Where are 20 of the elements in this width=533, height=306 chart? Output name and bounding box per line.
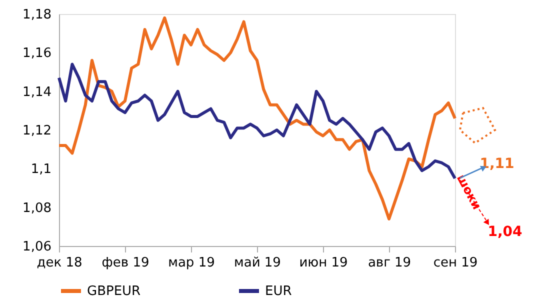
y-tick-label: 1,16 <box>22 46 52 62</box>
legend-label: GBPEUR <box>87 284 141 299</box>
text: 1,04 <box>488 224 523 240</box>
x-tick-label: авг 19 <box>368 256 412 270</box>
y-tick-label: 1,08 <box>22 200 52 216</box>
line-series <box>58 62 456 180</box>
legend-label: EUR <box>265 284 292 299</box>
x-tick-label: июн 19 <box>299 256 348 270</box>
y-tick-label: 1,1 <box>30 162 52 178</box>
line-series <box>58 16 456 220</box>
x-tick-label: мар 19 <box>168 256 215 270</box>
x-tick-label: дек 18 <box>36 256 82 270</box>
y-tick-label: 1,06 <box>22 240 52 254</box>
y-tick-label: 1,18 <box>22 8 52 22</box>
x-tick-label: май 19 <box>234 256 281 270</box>
x-tick-label: фев 19 <box>102 256 150 270</box>
text: 1,11 <box>480 156 514 172</box>
y-tick-label: 1,12 <box>22 124 52 138</box>
y-tick-label: 1,14 <box>22 84 52 100</box>
x-tick-label: сен 19 <box>433 256 478 270</box>
